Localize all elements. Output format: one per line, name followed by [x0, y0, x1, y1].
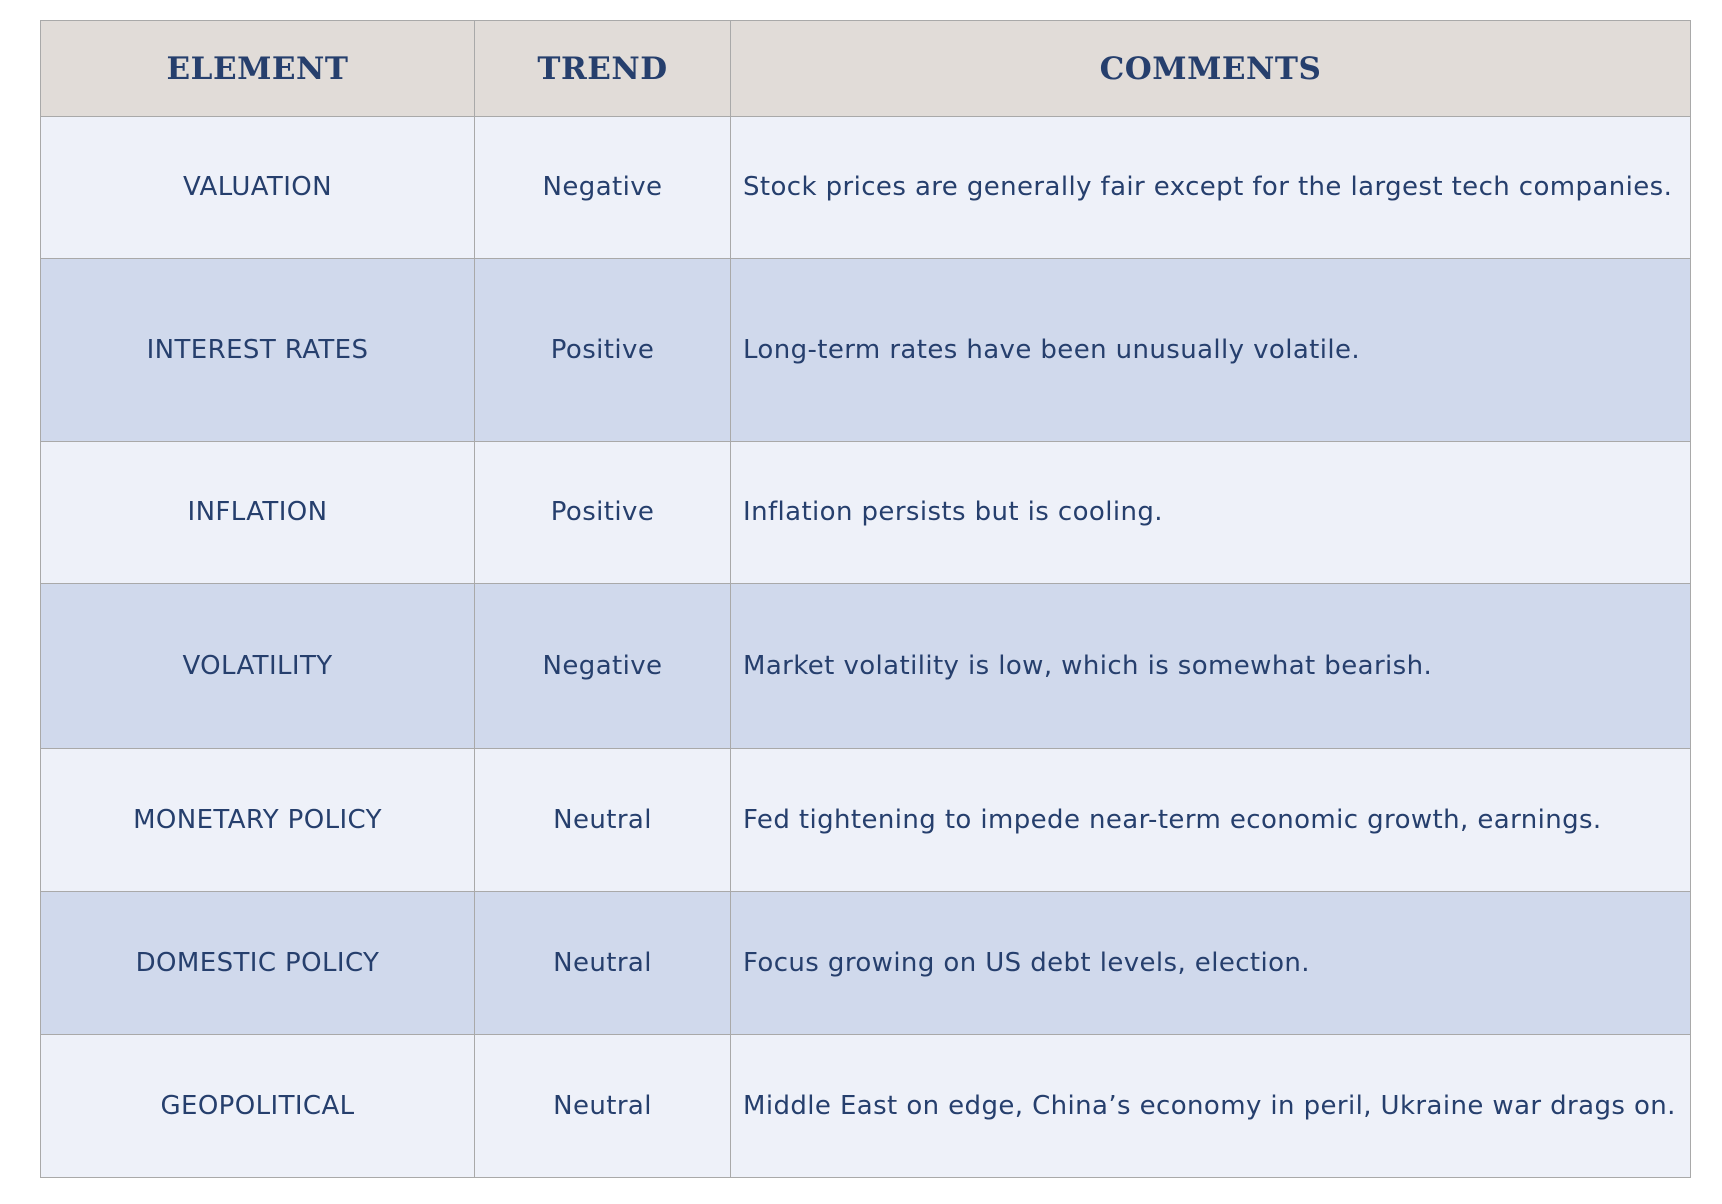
table-row: VOLATILITY Negative Market volatility is…: [40, 583, 1691, 749]
element-cell: GEOPOLITICAL: [40, 1034, 475, 1178]
element-cell: VALUATION: [40, 116, 475, 259]
table-header: ELEMENT TREND COMMENTS: [40, 20, 1691, 117]
element-cell: INTEREST RATES: [40, 258, 475, 442]
header-row: ELEMENT TREND COMMENTS: [40, 20, 1691, 117]
table-row: MONETARY POLICY Neutral Fed tightening t…: [40, 748, 1691, 892]
table-row: INTEREST RATES Positive Long-term rates …: [40, 258, 1691, 442]
table-row: VALUATION Negative Stock prices are gene…: [40, 116, 1691, 259]
trend-cell: Neutral: [474, 1034, 731, 1178]
element-cell: INFLATION: [40, 441, 475, 584]
trend-cell: Negative: [474, 583, 731, 749]
comment-cell: Focus growing on US debt levels, electio…: [730, 891, 1691, 1035]
header-element: ELEMENT: [40, 20, 475, 117]
element-cell: DOMESTIC POLICY: [40, 891, 475, 1035]
market-outlook-table-container: ELEMENT TREND COMMENTS VALUATION Negativ…: [40, 20, 1691, 1178]
element-cell: VOLATILITY: [40, 583, 475, 749]
comment-cell: Long-term rates have been unusually vola…: [730, 258, 1691, 442]
trend-cell: Neutral: [474, 891, 731, 1035]
header-comments: COMMENTS: [730, 20, 1691, 117]
header-trend: TREND: [474, 20, 731, 117]
comment-cell: Fed tightening to impede near-term econo…: [730, 748, 1691, 892]
trend-cell: Negative: [474, 116, 731, 259]
comment-cell: Market volatility is low, which is somew…: [730, 583, 1691, 749]
comment-cell: Middle East on edge, China’s economy in …: [730, 1034, 1691, 1178]
comment-cell: Inflation persists but is cooling.: [730, 441, 1691, 584]
trend-cell: Neutral: [474, 748, 731, 892]
trend-cell: Positive: [474, 258, 731, 442]
market-outlook-table: ELEMENT TREND COMMENTS VALUATION Negativ…: [40, 20, 1691, 1178]
table-row: DOMESTIC POLICY Neutral Focus growing on…: [40, 891, 1691, 1035]
trend-cell: Positive: [474, 441, 731, 584]
table-row: GEOPOLITICAL Neutral Middle East on edge…: [40, 1034, 1691, 1178]
table-row: INFLATION Positive Inflation persists bu…: [40, 441, 1691, 584]
comment-cell: Stock prices are generally fair except f…: [730, 116, 1691, 259]
table-body: VALUATION Negative Stock prices are gene…: [40, 116, 1691, 1178]
element-cell: MONETARY POLICY: [40, 748, 475, 892]
